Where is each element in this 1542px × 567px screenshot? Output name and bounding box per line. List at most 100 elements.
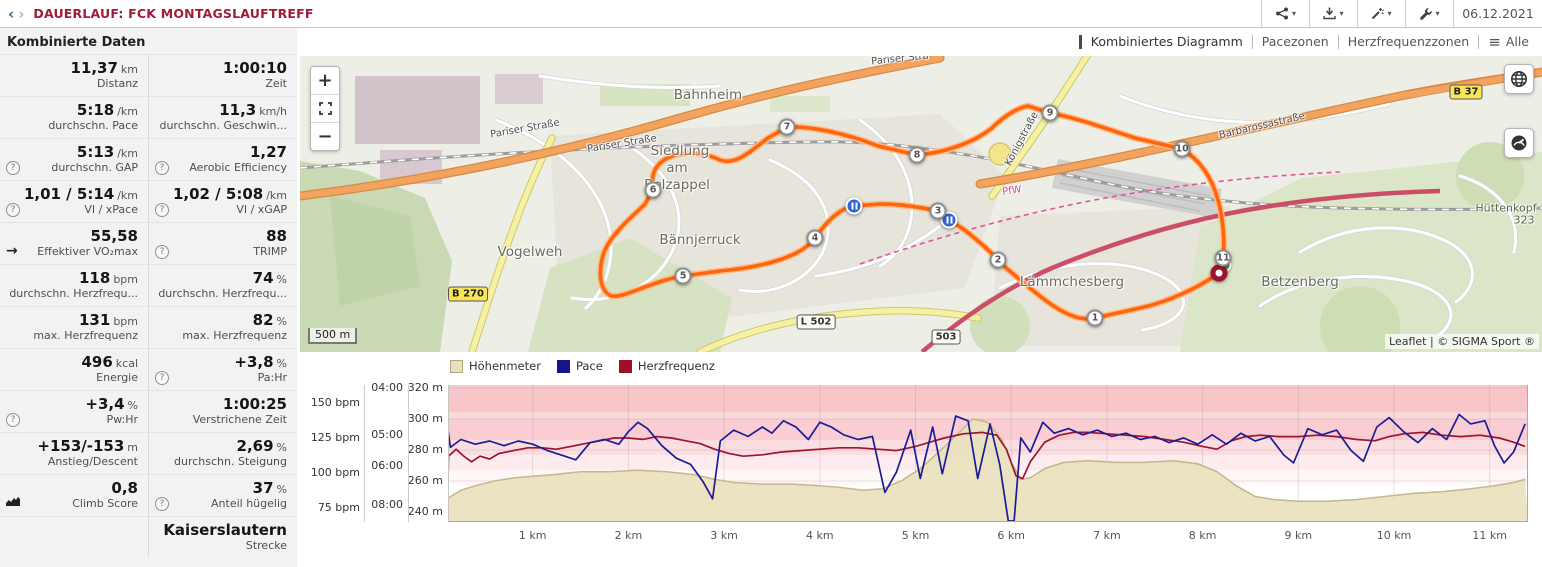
stat-label: Pw:Hr — [106, 414, 138, 427]
toolbar: ▾ ▾ ▾ ▾ 06.12.2021 — [1261, 0, 1542, 27]
stat-unit: bpm — [113, 273, 138, 286]
share-button[interactable]: ▾ — [1261, 0, 1309, 27]
legend-item-höhenmeter[interactable]: Höhenmeter — [450, 359, 541, 373]
route-waypoint-8[interactable]: 8 — [908, 146, 926, 164]
route-waypoint-1[interactable]: 1 — [1086, 309, 1104, 327]
stat-label: durchschn. Steigung — [174, 456, 287, 469]
legend-item-herzfrequenz[interactable]: Herzfrequenz — [618, 359, 715, 373]
caret-down-icon: ▾ — [1435, 8, 1440, 18]
map-scale: 500 m — [308, 328, 358, 344]
view-tab-label: Alle — [1505, 34, 1529, 49]
caret-down-icon: ▾ — [1387, 8, 1392, 18]
pace-axis-tick: 06:00 — [371, 459, 403, 472]
stat-max-herzfrequenz: 131 bpm max. Herzfrequenz — [0, 307, 149, 348]
stat-value: 1,27 — [249, 143, 287, 161]
view-tab-alle[interactable]: ≡ Alle — [1478, 33, 1538, 51]
active-indicator — [1078, 34, 1082, 49]
globe-button[interactable] — [1504, 64, 1534, 94]
route-waypoint-7[interactable]: 7 — [778, 118, 796, 136]
stat-unit: /km — [266, 189, 287, 202]
stat-label: durchschn. Geschwin... — [159, 120, 287, 133]
view-tab-pacezonen[interactable]: Pacezonen — [1251, 34, 1338, 49]
stat-value: 1:00:10 — [222, 59, 287, 77]
route-waypoint-2[interactable]: 2 — [989, 251, 1007, 269]
stat-row: +153/-153 m Anstieg/Descent 2,69% durchschn.… — [0, 432, 297, 474]
gauge-icon — [1511, 135, 1527, 151]
stat-value: 1,01 / 5:14/km — [23, 185, 138, 203]
question-icon[interactable]: ? — [6, 161, 20, 175]
route-waypoint-3[interactable]: 3 — [929, 202, 947, 220]
fullscreen-button[interactable] — [311, 95, 339, 123]
legend-swatch — [450, 359, 463, 373]
stat-value: 2,69% — [236, 437, 287, 455]
stat-anstieg-descent: +153/-153 m Anstieg/Descent — [0, 433, 149, 474]
stat-label: Aerobic Efficiency — [189, 162, 287, 175]
zoom-out-button[interactable]: − — [311, 123, 339, 150]
zoom-in-button[interactable]: + — [311, 67, 339, 95]
view-tab-label: Pacezonen — [1261, 34, 1329, 49]
pause-marker[interactable] — [845, 197, 863, 215]
pace-axis-tick: 08:00 — [371, 498, 403, 511]
stat-unit: /km — [117, 189, 138, 202]
stat-value: 74% — [252, 269, 287, 287]
axis-separator — [364, 385, 365, 522]
stat-label: Verstrichene Zeit — [192, 414, 287, 427]
distance-axis-tick: 11 km — [1472, 529, 1507, 542]
gauge-button[interactable] — [1504, 128, 1534, 158]
separator — [1251, 34, 1253, 49]
stat-label: Anstieg/Descent — [47, 456, 138, 469]
route-waypoint-6[interactable]: 6 — [644, 181, 662, 199]
climb-score-icon — [6, 492, 21, 511]
question-icon[interactable]: ? — [6, 413, 20, 427]
forward-icon[interactable]: › — [18, 4, 25, 23]
hr-axis-tick: 100 bpm — [310, 466, 360, 479]
page-title: DAUERLAUF: FCK MONTAGSLAUFTREFF — [33, 6, 314, 21]
road-badge: B 270 — [448, 286, 488, 302]
question-icon[interactable]: ? — [155, 245, 169, 259]
question-icon[interactable]: ? — [155, 161, 169, 175]
question-icon[interactable]: ? — [155, 497, 169, 511]
magic-wand-button[interactable]: ▾ — [1357, 0, 1405, 27]
route-map[interactable]: Bahnheim Siedlung am Belzappel Vogelweh Bännj… — [300, 56, 1542, 352]
combined-chart: Höhenmeter Pace Herzfrequenz 150 bpm 125 bp… — [300, 352, 1542, 567]
question-icon[interactable]: ? — [155, 203, 169, 217]
view-switcher: Kombiniertes Diagramm Pacezonen Herzfreque… — [1078, 28, 1538, 55]
view-tab-kombiniertes-diagramm[interactable]: Kombiniertes Diagramm — [1078, 34, 1252, 49]
stat-value: 1,02 / 5:08/km — [172, 185, 287, 203]
stat-value: +153/-153 m — [37, 437, 138, 455]
stat-value: 11,37 km — [70, 59, 138, 77]
question-icon[interactable]: ? — [155, 371, 169, 385]
route-waypoint-4[interactable]: 4 — [806, 229, 824, 247]
route-waypoint-11[interactable]: 11 — [1214, 249, 1232, 267]
stat-unit: m — [127, 441, 138, 454]
stat-label: Strecke — [245, 540, 287, 553]
stat-value: 118 bpm — [79, 269, 138, 287]
route-waypoint-5[interactable]: 5 — [674, 267, 692, 285]
stat-unit: % — [276, 441, 287, 454]
stat-label: Pa:Hr — [257, 372, 287, 385]
back-icon[interactable]: ‹ — [8, 4, 15, 23]
route-finish-marker[interactable] — [1210, 264, 1228, 282]
stat-climb-score: 0,8 Climb Score — [0, 475, 149, 516]
stat-durchschn-steigung: 2,69% durchschn. Steigung — [149, 433, 297, 474]
route-waypoint-9[interactable]: 9 — [1041, 104, 1059, 122]
stat-pw-hr: ? +3,4% Pw:Hr — [0, 391, 149, 432]
question-icon[interactable]: ? — [6, 203, 20, 217]
globe-icon — [1511, 71, 1527, 87]
stat-durchschn-gap: ? 5:13/km durchschn. GAP — [0, 139, 149, 180]
stat-label: TRIMP — [253, 246, 287, 259]
map-zoom-control: + − — [310, 66, 340, 151]
view-tab-herzfrequenzzonen[interactable]: Herzfrequenzzonen — [1337, 34, 1479, 49]
download-button[interactable]: ▾ — [1309, 0, 1357, 27]
stat-label: Energie — [96, 372, 138, 385]
stat-label: durchschn. Herzfrequ... — [158, 288, 287, 301]
route-waypoint-10[interactable]: 10 — [1173, 140, 1191, 158]
stat-row: ? +3,4% Pw:Hr 1:00:25 Verstrichene Zeit — [0, 390, 297, 432]
chart-legend: Höhenmeter Pace Herzfrequenz — [450, 359, 715, 373]
legend-item-pace[interactable]: Pace — [556, 359, 603, 373]
chart-plot-area[interactable] — [447, 385, 1528, 522]
stat-row: Kaiserslautern Strecke — [0, 516, 297, 558]
stat-row: ? 5:13/km durchschn. GAP? 1,27 Aerobic Effic… — [0, 138, 297, 180]
settings-button[interactable]: ▾ — [1405, 0, 1453, 27]
stat-durchschn-herzfrequ: 74% durchschn. Herzfrequ... — [149, 265, 297, 306]
